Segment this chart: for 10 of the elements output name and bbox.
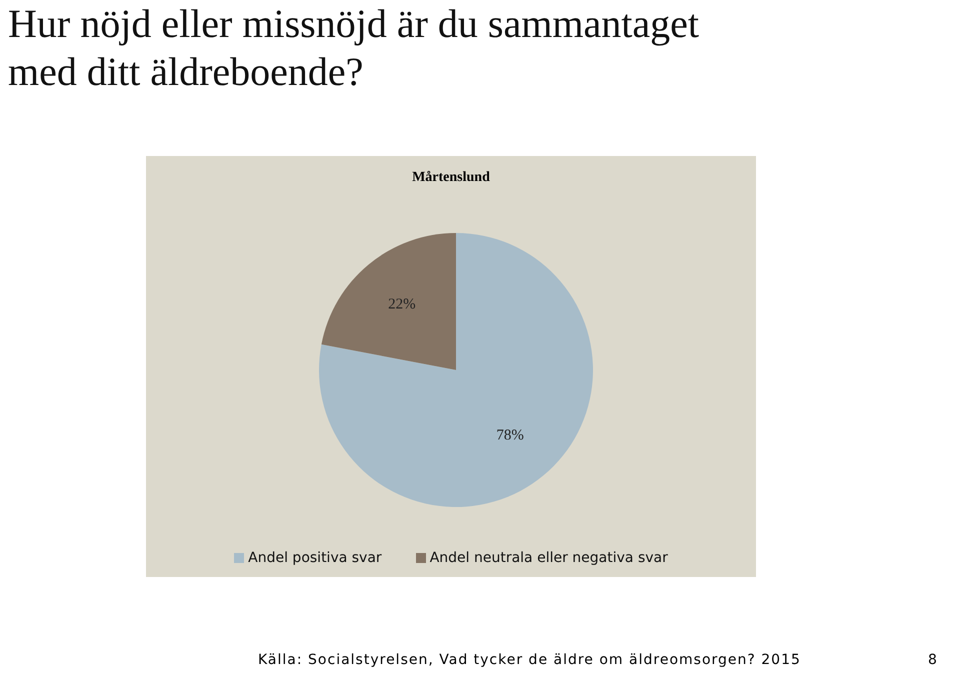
data-label: 22% xyxy=(388,296,416,313)
text: Källa: Socialstyrelsen, Vad tycker de äldre om äldreomsorgen? 2015 xyxy=(258,652,801,668)
data-label: 78% xyxy=(496,427,524,444)
pie-slice xyxy=(319,233,593,507)
pie-slice xyxy=(321,233,456,370)
chart-title: Hur nöjd eller missnöjd är du sammantaget med ditt äldreboende? xyxy=(8,0,700,96)
chart-subtitle: Mårtenslund xyxy=(411,170,491,186)
text: 8 xyxy=(928,652,937,668)
legend-label: Andel positiva svar xyxy=(247,550,382,566)
legend-label: Andel neutrala eller negativa svar xyxy=(428,550,668,566)
